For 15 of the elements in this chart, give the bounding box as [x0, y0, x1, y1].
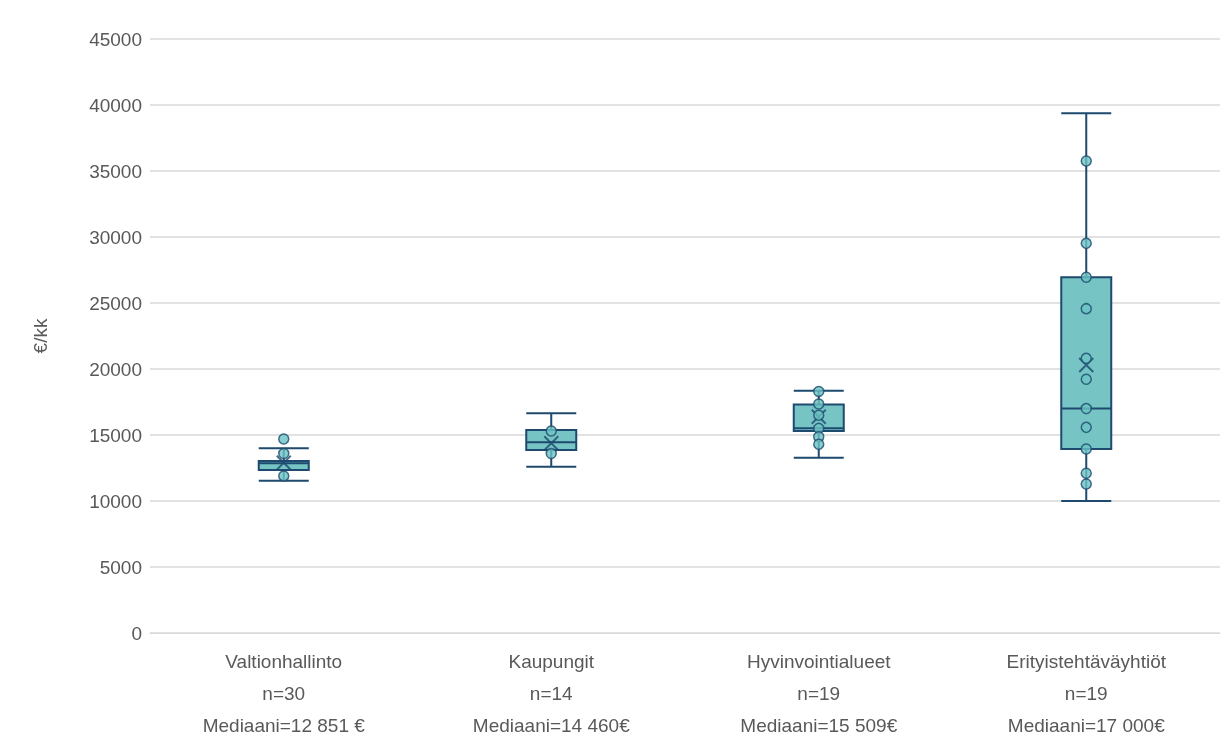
y-tick-label: 35000: [89, 160, 142, 182]
y-tick-label: 45000: [89, 28, 142, 50]
y-tick-label: 5000: [99, 556, 142, 578]
x-tick-label: Kaupungit n=14 Mediaani=14 460€: [472, 650, 631, 736]
y-tick-label: 40000: [89, 94, 142, 116]
y-tick-label: 25000: [89, 292, 142, 314]
x-tick-label: Valtionhallinto n=30 Mediaani=12 851 €: [202, 650, 366, 736]
x-tick-label: Erityistehtäväyhtiöt n=19 Mediaani=17 000€: [1006, 650, 1167, 736]
y-axis-title: €/kk: [30, 318, 51, 354]
y-tick-label: 15000: [89, 424, 142, 446]
y-tick-label: 30000: [89, 226, 142, 248]
y-tick-label: 10000: [89, 490, 142, 512]
y-tick-label: 20000: [89, 358, 142, 380]
x-tick-label: Hyvinvointialueet n=19 Mediaani=15 509€: [740, 650, 898, 736]
y-tick-label: 0: [131, 622, 142, 644]
